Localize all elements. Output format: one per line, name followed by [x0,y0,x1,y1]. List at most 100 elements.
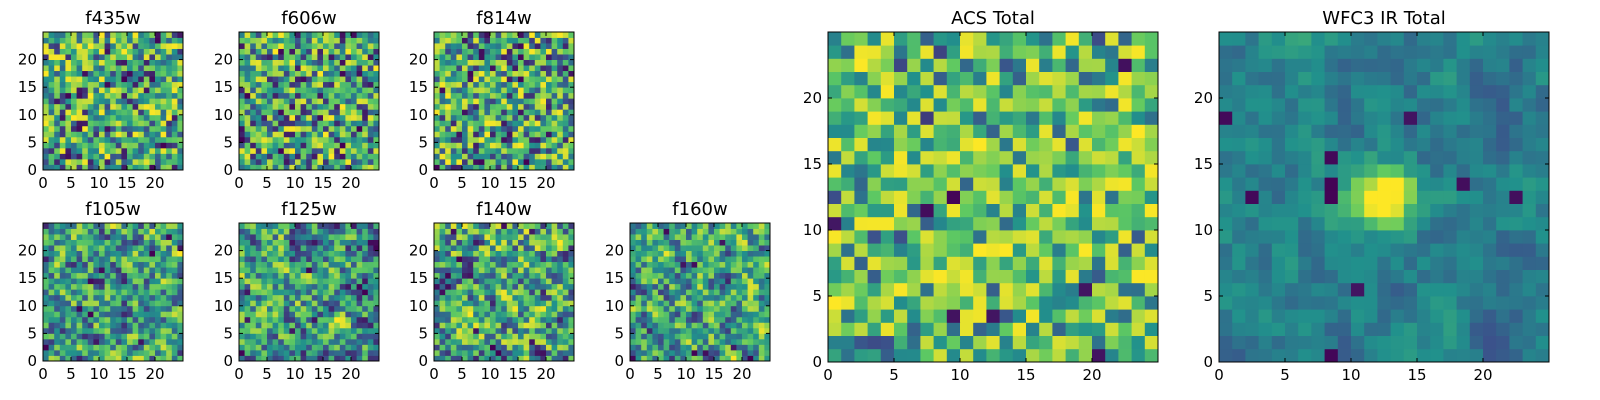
heatmap-cell [652,355,659,362]
x-tick-label: 5 [262,174,272,192]
heatmap-cell [149,305,156,312]
heatmap-cell [250,333,257,340]
heatmap-cell [999,230,1014,244]
heatmap-cell [434,278,440,285]
heatmap-cell [356,333,363,340]
heatmap-cell [244,294,251,301]
heatmap-cell [362,114,369,121]
heatmap-cell [373,48,380,55]
heatmap-cell [76,333,83,340]
heatmap-cell [867,309,882,323]
heatmap-cell [334,153,341,160]
heatmap-cell [110,234,117,240]
heatmap-cell [278,164,285,171]
heatmap-cell [311,344,318,351]
heatmap-cell [439,98,446,105]
heatmap-cell [562,289,569,296]
heatmap-cell [691,289,698,296]
heatmap-cell [490,256,496,263]
heatmap-cell [54,349,61,356]
heatmap-cell [93,43,100,49]
heatmap-cell [373,153,380,160]
heatmap-cell [691,256,698,263]
heatmap-cell [495,267,502,274]
heatmap-cell [328,81,335,88]
heatmap-cell [1065,203,1080,218]
heatmap-cell [166,327,173,334]
heatmap-cell [283,120,290,127]
heatmap-cell [450,234,457,240]
heatmap-cell [691,300,698,307]
heatmap-cell [138,131,145,138]
heatmap-cell [110,120,117,127]
heatmap-cell [1092,190,1106,204]
heatmap-cell [239,272,245,279]
heatmap-cell [562,256,569,263]
heatmap-cell [87,327,94,334]
heatmap-cell [714,349,720,356]
heatmap-cell [501,54,508,60]
heatmap-cell [986,243,1000,257]
heatmap-cell [323,147,329,154]
heatmap-cell [65,98,72,105]
heatmap-cell [311,70,318,77]
heatmap-cell [753,327,760,334]
heatmap-cell [1052,243,1066,257]
heatmap-cell [295,272,301,279]
heatmap-cell [439,278,446,285]
y-tick-label: 5 [27,324,37,342]
heatmap-cell [523,54,530,60]
heatmap-cell [138,278,145,285]
heatmap-cell [115,59,122,66]
heatmap-cell [289,300,296,307]
heatmap-cell [635,338,642,345]
heatmap-cell [323,322,329,329]
heatmap-cell [160,65,167,72]
heatmap-cell [155,98,161,105]
heatmap-cell [534,120,541,127]
heatmap-cell [295,87,301,94]
heatmap-cell [76,311,83,318]
heatmap-cell [160,125,167,132]
heatmap-cell [540,87,547,94]
x-tick-label: 20 [341,365,360,383]
heatmap-cell [267,305,273,312]
heatmap-cell [311,81,318,88]
heatmap-cell [362,48,369,55]
heatmap-cell [76,142,83,149]
heatmap-cell [828,203,842,218]
heatmap-cell [334,327,341,334]
heatmap-cell [753,228,760,235]
heatmap-cell [523,59,530,66]
heatmap-cell [71,147,77,154]
heatmap-cell [568,70,575,77]
heatmap-cell [65,300,72,307]
heatmap-cell [311,43,318,49]
heatmap-cell [250,261,257,268]
heatmap-cell [160,245,167,251]
heatmap-cell [450,228,457,235]
heatmap-cell [546,327,552,334]
heatmap-cell [250,114,257,121]
heatmap-cell [1118,282,1132,297]
heatmap-cell [691,283,698,290]
heatmap-cell [132,267,139,274]
heatmap-cell [177,261,184,268]
heatmap-cell [261,223,268,229]
heatmap-cell [244,59,251,66]
heatmap-cell [445,344,452,351]
heatmap-cell [669,267,676,274]
heatmap-cell [244,338,251,345]
heatmap-cell [367,142,374,149]
panel-title: f814w [476,8,531,29]
heatmap-cell [367,261,374,268]
heatmap-cell [439,54,446,60]
heatmap-cell [445,109,452,116]
heatmap-cell [551,32,558,38]
heatmap-cell [334,228,341,235]
heatmap-cell [462,305,468,312]
heatmap-cell [894,203,908,218]
heatmap-cell [373,283,380,290]
heatmap-cell [261,355,268,362]
